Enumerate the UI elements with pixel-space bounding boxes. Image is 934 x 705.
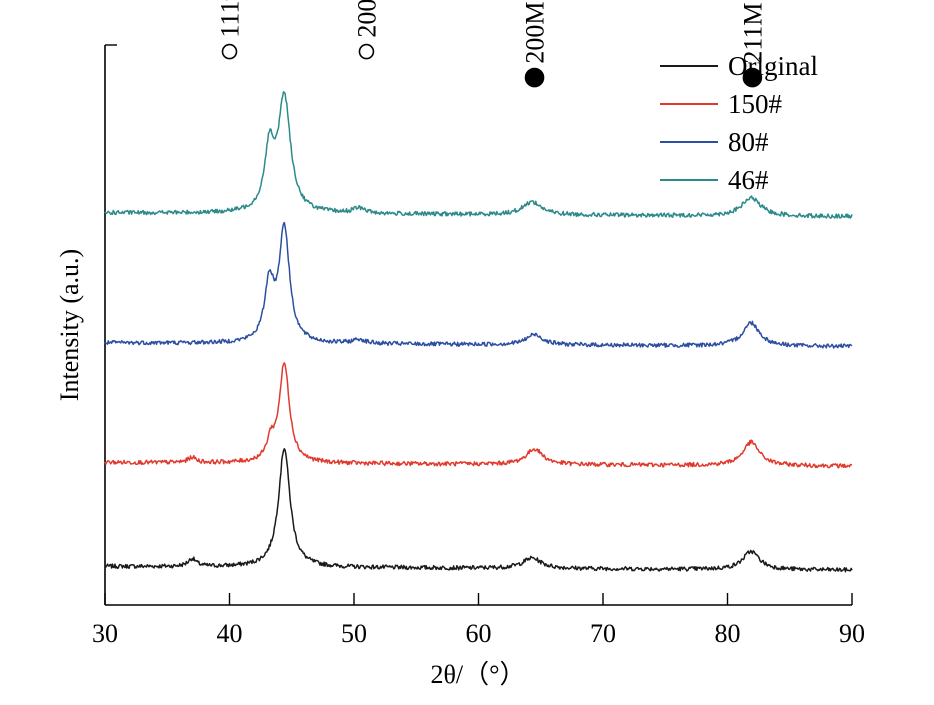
trace-150-line [104, 362, 852, 469]
annotation-marker-200 [358, 43, 375, 60]
annotation-label-200m: 200M [521, 1, 550, 63]
x-tick-label: 60 [466, 619, 492, 648]
x-tick-label: 70 [590, 619, 616, 648]
x-tick-label: 90 [839, 619, 865, 648]
phase-annotations: 110M111γ200γ200M211M [216, 0, 767, 88]
legend-label: Original [728, 51, 818, 81]
legend: Original 150# 80# 46# [660, 51, 818, 195]
annotation-marker-200m [524, 67, 545, 88]
x-axis-title: 2θ/（°） [430, 660, 525, 689]
x-tick-label: 40 [217, 619, 243, 648]
x-tick-label: 50 [341, 619, 367, 648]
annotation-label-211m: 211M [738, 2, 767, 63]
annotation-marker-211m [742, 67, 763, 88]
legend-label: 46# [728, 165, 769, 195]
x-tick-label: 80 [715, 619, 741, 648]
traces [104, 91, 853, 573]
x-tick-label: 30 [92, 619, 118, 648]
legend-label: 80# [728, 127, 769, 157]
legend-label: 150# [728, 89, 783, 119]
trace-original-line [104, 448, 853, 573]
x-ticks: 30 40 50 60 70 80 90 [92, 593, 865, 648]
y-axis-title: Intensity (a.u.) [55, 249, 84, 401]
annotation-label-200: 200γ [352, 0, 381, 38]
annotation-label-111: 111γ [216, 0, 245, 38]
trace-80-line [104, 221, 853, 349]
trace-46-line [104, 91, 853, 219]
annotation-marker-111 [221, 43, 238, 60]
